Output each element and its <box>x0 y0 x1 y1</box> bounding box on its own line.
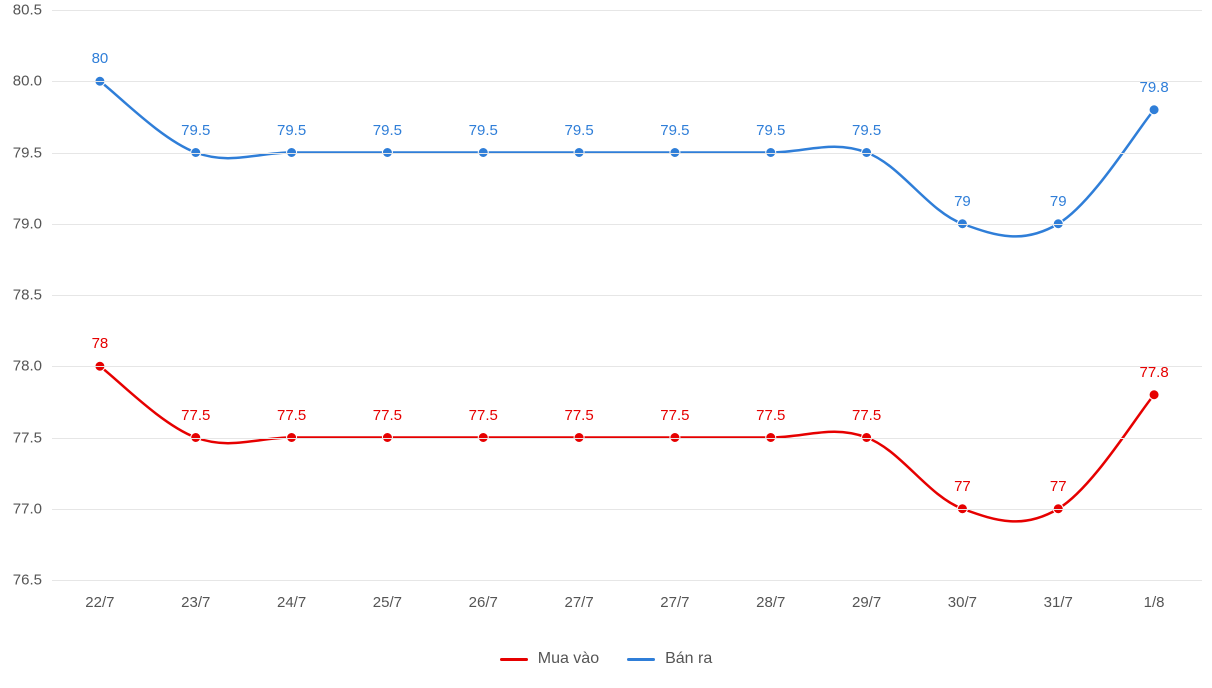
legend-item: Bán ra <box>627 650 712 668</box>
series-line <box>100 366 1154 521</box>
x-tick-label: 24/7 <box>277 580 306 611</box>
series-marker <box>1149 390 1159 400</box>
series-line <box>100 81 1154 236</box>
gridline <box>52 580 1202 581</box>
data-label: 79.5 <box>756 122 785 139</box>
series-marker <box>1149 105 1159 115</box>
data-label: 78 <box>92 335 109 352</box>
gridline <box>52 81 1202 82</box>
x-tick-label: 27/7 <box>660 580 689 611</box>
x-tick-label: 27/7 <box>564 580 593 611</box>
data-label: 79.8 <box>1139 79 1168 96</box>
gridline <box>52 295 1202 296</box>
x-tick-label: 1/8 <box>1144 580 1165 611</box>
x-tick-label: 22/7 <box>85 580 114 611</box>
data-label: 77.5 <box>852 407 881 424</box>
data-label: 77.5 <box>181 407 210 424</box>
x-tick-label: 28/7 <box>756 580 785 611</box>
gridline <box>52 153 1202 154</box>
y-tick-label: 79.0 <box>13 215 52 232</box>
y-tick-label: 77.5 <box>13 429 52 446</box>
x-tick-label: 31/7 <box>1044 580 1073 611</box>
data-label: 79.5 <box>660 122 689 139</box>
data-label: 79.5 <box>564 122 593 139</box>
legend-swatch <box>627 658 655 661</box>
data-label: 77 <box>954 478 971 495</box>
gridline <box>52 366 1202 367</box>
data-label: 77.5 <box>756 407 785 424</box>
data-label: 79.5 <box>469 122 498 139</box>
gridline <box>52 10 1202 11</box>
legend-swatch <box>500 658 528 661</box>
y-tick-label: 79.5 <box>13 144 52 161</box>
data-label: 79.5 <box>181 122 210 139</box>
line-chart: 76.5 77.0 77.5 78.0 78.5 79.0 79.5 80.0 80.5 22/7… <box>0 0 1212 688</box>
x-tick-label: 29/7 <box>852 580 881 611</box>
data-label: 80 <box>92 50 109 67</box>
legend-label: Bán ra <box>665 650 712 668</box>
data-label: 77 <box>1050 478 1067 495</box>
plot-area: 76.577.077.578.078.579.079.580.080.522/7… <box>52 10 1202 580</box>
x-tick-label: 23/7 <box>181 580 210 611</box>
x-tick-label: 30/7 <box>948 580 977 611</box>
data-label: 79.5 <box>373 122 402 139</box>
y-tick-label: 77.0 <box>13 500 52 517</box>
legend-item: Mua vào <box>500 650 599 668</box>
data-label: 77.5 <box>564 407 593 424</box>
y-tick-label: 80.0 <box>13 73 52 90</box>
gridline <box>52 224 1202 225</box>
legend: Mua vào Bán ra <box>0 650 1212 668</box>
y-tick-label: 76.5 <box>13 572 52 589</box>
data-label: 79.5 <box>277 122 306 139</box>
data-label: 79 <box>954 193 971 210</box>
x-tick-label: 25/7 <box>373 580 402 611</box>
data-label: 77.5 <box>660 407 689 424</box>
y-tick-label: 78.5 <box>13 287 52 304</box>
data-label: 77.5 <box>277 407 306 424</box>
y-tick-label: 80.5 <box>13 2 52 19</box>
data-label: 77.5 <box>469 407 498 424</box>
gridline <box>52 509 1202 510</box>
data-label: 77.8 <box>1139 364 1168 381</box>
x-tick-label: 26/7 <box>469 580 498 611</box>
data-label: 79.5 <box>852 122 881 139</box>
data-label: 79 <box>1050 193 1067 210</box>
y-tick-label: 78.0 <box>13 358 52 375</box>
data-label: 77.5 <box>373 407 402 424</box>
legend-label: Mua vào <box>538 650 599 668</box>
gridline <box>52 438 1202 439</box>
